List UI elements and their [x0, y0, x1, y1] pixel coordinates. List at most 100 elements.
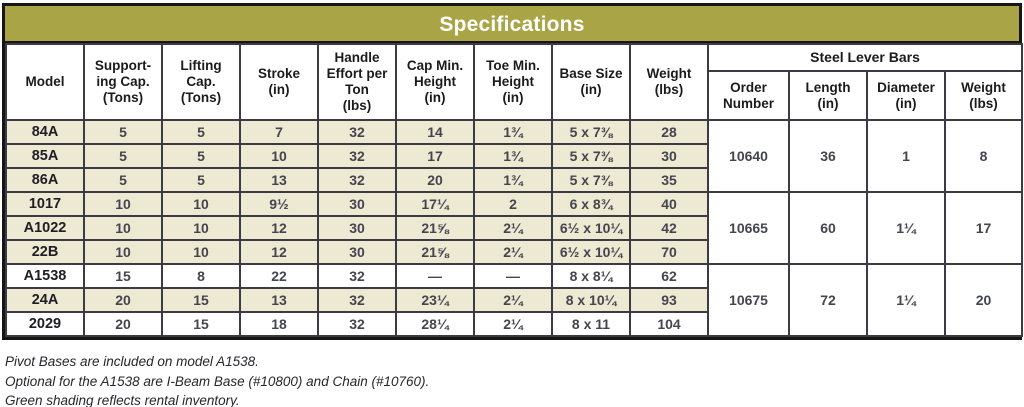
table-row: A1022 10 10 12 30 21⅝ 2¼ 6½ x 10¼ 42 [5, 215, 1022, 241]
col-group-header-steel-lever-bars: Steel Lever Bars [706, 43, 1024, 72]
cell-handle-effort: 30 [317, 239, 397, 265]
col-header-supporting-cap: Support- ing Cap. (Tons) [83, 43, 163, 121]
cell-lever-length: 36 [788, 119, 868, 193]
cell-weight: 62 [629, 263, 709, 289]
cell-lifting-cap: 5 [161, 143, 241, 169]
cell-toe-min-height: — [473, 263, 553, 289]
specifications-table: Model Support- ing Cap. (Tons) Lifting C… [5, 43, 1024, 337]
cell-lifting-cap: 10 [161, 191, 241, 217]
cell-cap-min-height: 21⅝ [395, 215, 475, 241]
cell-model: 22B [5, 239, 85, 265]
cell-supporting-cap: 5 [83, 119, 163, 145]
cell-model: 1017 [5, 191, 85, 217]
cell-lever-diameter: 1¼ [866, 263, 946, 337]
cell-supporting-cap: 10 [83, 191, 163, 217]
col-header-weight: Weight (lbs) [629, 43, 709, 121]
cell-cap-min-height: 28¼ [395, 311, 475, 337]
cell-base-size: 8 x 8¼ [551, 263, 631, 289]
col-header-toe-min-height: Toe Min. Height (in) [473, 43, 553, 121]
col-header-order-number: Order Number [707, 70, 790, 121]
table-row: 86A 5 5 13 32 20 1¾ 5 x 7⅜ 35 [5, 167, 1022, 193]
cell-toe-min-height: 2¼ [473, 215, 553, 241]
cell-supporting-cap: 20 [83, 287, 163, 313]
cell-toe-min-height: 1¾ [473, 119, 553, 145]
cell-lever-diameter: 1 [866, 119, 946, 193]
cell-lever-length: 72 [788, 263, 868, 337]
cell-supporting-cap: 20 [83, 311, 163, 337]
cell-stroke: 7 [239, 119, 319, 145]
cell-weight: 42 [629, 215, 709, 241]
col-header-lever-weight: Weight (lbs) [943, 70, 1024, 121]
cell-lifting-cap: 15 [161, 287, 241, 313]
cell-lever-diameter: 1¼ [866, 191, 946, 265]
col-header-cap-min-height: Cap Min. Height (in) [395, 43, 475, 121]
cell-supporting-cap: 15 [83, 263, 163, 289]
col-header-stroke: Stroke (in) [239, 43, 319, 121]
cell-lifting-cap: 10 [161, 215, 241, 241]
cell-handle-effort: 32 [317, 287, 397, 313]
cell-model: 84A [5, 119, 85, 145]
cell-base-size: 8 x 10¼ [551, 287, 631, 313]
cell-cap-min-height: 21⅝ [395, 239, 475, 265]
cell-base-size: 5 x 7⅜ [551, 143, 631, 169]
cell-lever-length: 60 [788, 191, 868, 265]
table-row: 22B 10 10 12 30 21⅝ 2¼ 6½ x 10¼ 70 [5, 239, 1022, 265]
table-title: Specifications [5, 6, 1019, 43]
cell-model: A1022 [5, 215, 85, 241]
footnotes: Pivot Bases are included on model A1538.… [5, 352, 429, 407]
cell-toe-min-height: 1¾ [473, 143, 553, 169]
cell-toe-min-height: 2 [473, 191, 553, 217]
cell-cap-min-height: 17 [395, 143, 475, 169]
cell-model: 86A [5, 167, 85, 193]
cell-lever-order-number: 10665 [707, 191, 790, 265]
note-line: Pivot Bases are included on model A1538. [5, 354, 259, 369]
cell-stroke: 10 [239, 143, 319, 169]
cell-base-size: 5 x 7⅜ [551, 167, 631, 193]
cell-weight: 104 [629, 311, 709, 337]
cell-stroke: 9½ [239, 191, 319, 217]
cell-base-size: 6½ x 10¼ [551, 215, 631, 241]
cell-model: 24A [5, 287, 85, 313]
cell-stroke: 22 [239, 263, 319, 289]
cell-lever-weight: 17 [943, 191, 1024, 265]
col-header-lifting-cap: Lifting Cap. (Tons) [161, 43, 241, 121]
cell-base-size: 6½ x 10¼ [551, 239, 631, 265]
specifications-table-container: Specifications Model Support- ing Cap. (… [2, 3, 1024, 340]
col-header-model: Model [5, 43, 85, 121]
cell-cap-min-height: — [395, 263, 475, 289]
cell-handle-effort: 32 [317, 143, 397, 169]
cell-weight: 93 [629, 287, 709, 313]
table-row: 24A 20 15 13 32 23¼ 2¼ 8 x 10¼ 93 [5, 287, 1022, 313]
note-line: Green shading reflects rental inventory. [5, 393, 240, 407]
cell-stroke: 13 [239, 287, 319, 313]
cell-stroke: 12 [239, 239, 319, 265]
cell-lifting-cap: 5 [161, 119, 241, 145]
cell-toe-min-height: 1¾ [473, 167, 553, 193]
col-header-lever-length: Length (in) [788, 70, 868, 121]
cell-lifting-cap: 15 [161, 311, 241, 337]
table-row: 84A 5 5 7 32 14 1¾ 5 x 7⅜ 28 10640 36 1 … [5, 119, 1024, 193]
cell-lever-weight: 8 [943, 119, 1024, 193]
cell-lever-order-number: 10640 [707, 119, 790, 193]
cell-lever-order-number: 10675 [707, 263, 790, 337]
col-header-lever-diameter: Diameter (in) [866, 70, 946, 121]
cell-handle-effort: 32 [317, 167, 397, 193]
cell-supporting-cap: 10 [83, 239, 163, 265]
cell-cap-min-height: 23¼ [395, 287, 475, 313]
cell-cap-min-height: 14 [395, 119, 475, 145]
cell-weight: 30 [629, 143, 709, 169]
cell-handle-effort: 30 [317, 215, 397, 241]
cell-supporting-cap: 5 [83, 143, 163, 169]
cell-base-size: 5 x 7⅜ [551, 119, 631, 145]
cell-handle-effort: 30 [317, 191, 397, 217]
cell-lifting-cap: 10 [161, 239, 241, 265]
cell-weight: 28 [629, 119, 709, 145]
cell-toe-min-height: 2¼ [473, 287, 553, 313]
table-row: 2029 20 15 18 32 28¼ 2¼ 8 x 11 104 [5, 311, 1022, 337]
cell-model: A1538 [5, 263, 85, 289]
cell-model: 2029 [5, 311, 85, 337]
cell-cap-min-height: 20 [395, 167, 475, 193]
cell-supporting-cap: 5 [83, 167, 163, 193]
cell-lifting-cap: 8 [161, 263, 241, 289]
